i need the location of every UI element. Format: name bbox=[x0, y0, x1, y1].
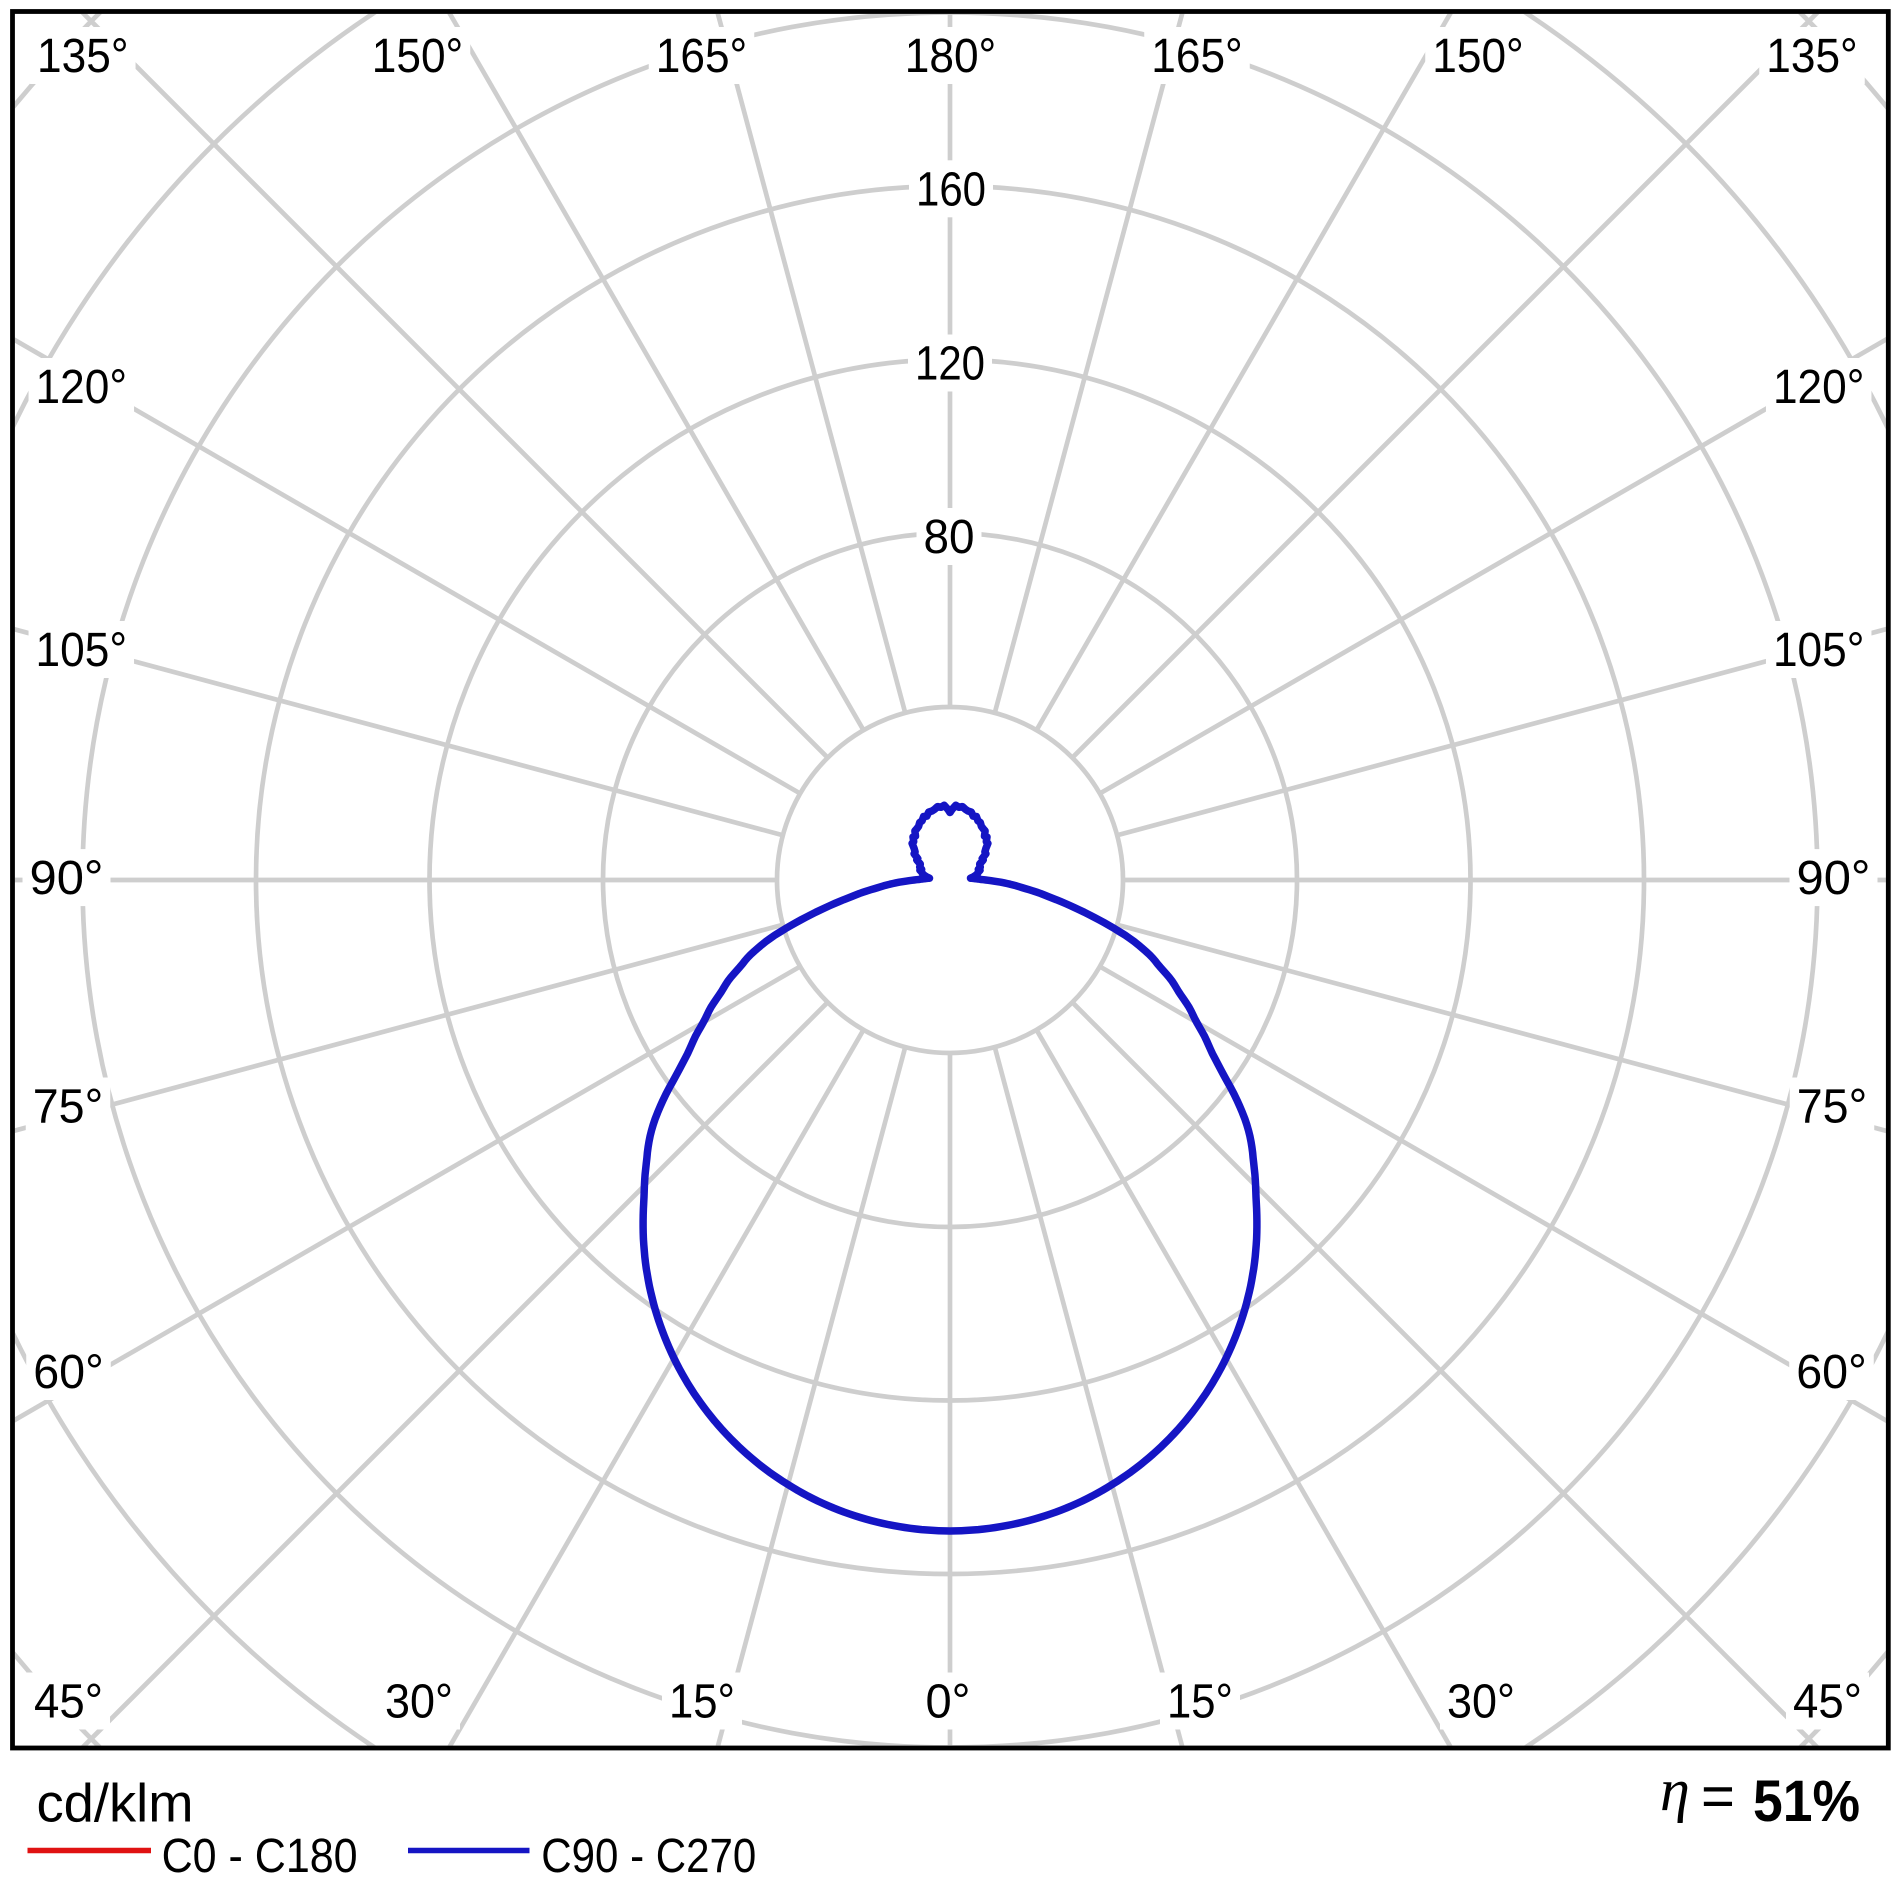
svg-text:30°: 30° bbox=[385, 1676, 453, 1729]
svg-text:45°: 45° bbox=[34, 1676, 103, 1729]
svg-text:135°: 135° bbox=[37, 30, 129, 83]
svg-text:180°: 180° bbox=[905, 30, 997, 83]
svg-text:90°: 90° bbox=[30, 852, 104, 905]
svg-text:15°: 15° bbox=[1167, 1676, 1233, 1729]
svg-text:150°: 150° bbox=[1432, 30, 1524, 83]
svg-text:75°: 75° bbox=[33, 1081, 104, 1134]
svg-text:C90 - C270: C90 - C270 bbox=[541, 1830, 756, 1883]
svg-text:120°: 120° bbox=[36, 361, 128, 414]
svg-text:=: = bbox=[1701, 1764, 1735, 1829]
svg-text:60°: 60° bbox=[1796, 1346, 1867, 1399]
svg-text:51%: 51% bbox=[1753, 1769, 1860, 1834]
svg-text:η: η bbox=[1660, 1757, 1690, 1823]
svg-text:160: 160 bbox=[916, 163, 986, 216]
svg-text:165°: 165° bbox=[1151, 30, 1243, 83]
svg-text:150°: 150° bbox=[372, 30, 464, 83]
svg-text:30°: 30° bbox=[1447, 1676, 1515, 1729]
svg-text:C0 - C180: C0 - C180 bbox=[162, 1830, 358, 1883]
svg-text:120: 120 bbox=[915, 338, 985, 391]
svg-text:60°: 60° bbox=[33, 1346, 104, 1399]
svg-text:105°: 105° bbox=[1773, 624, 1865, 677]
svg-text:165°: 165° bbox=[656, 30, 748, 83]
svg-text:80: 80 bbox=[924, 511, 975, 564]
svg-text:75°: 75° bbox=[1797, 1081, 1868, 1134]
svg-text:0°: 0° bbox=[926, 1676, 971, 1729]
svg-text:45°: 45° bbox=[1793, 1676, 1862, 1729]
svg-text:120°: 120° bbox=[1773, 361, 1865, 414]
svg-text:90°: 90° bbox=[1797, 852, 1871, 905]
svg-text:15°: 15° bbox=[669, 1676, 735, 1729]
svg-text:135°: 135° bbox=[1766, 30, 1858, 83]
svg-text:cd/klm: cd/klm bbox=[37, 1774, 194, 1834]
svg-text:105°: 105° bbox=[36, 624, 128, 677]
